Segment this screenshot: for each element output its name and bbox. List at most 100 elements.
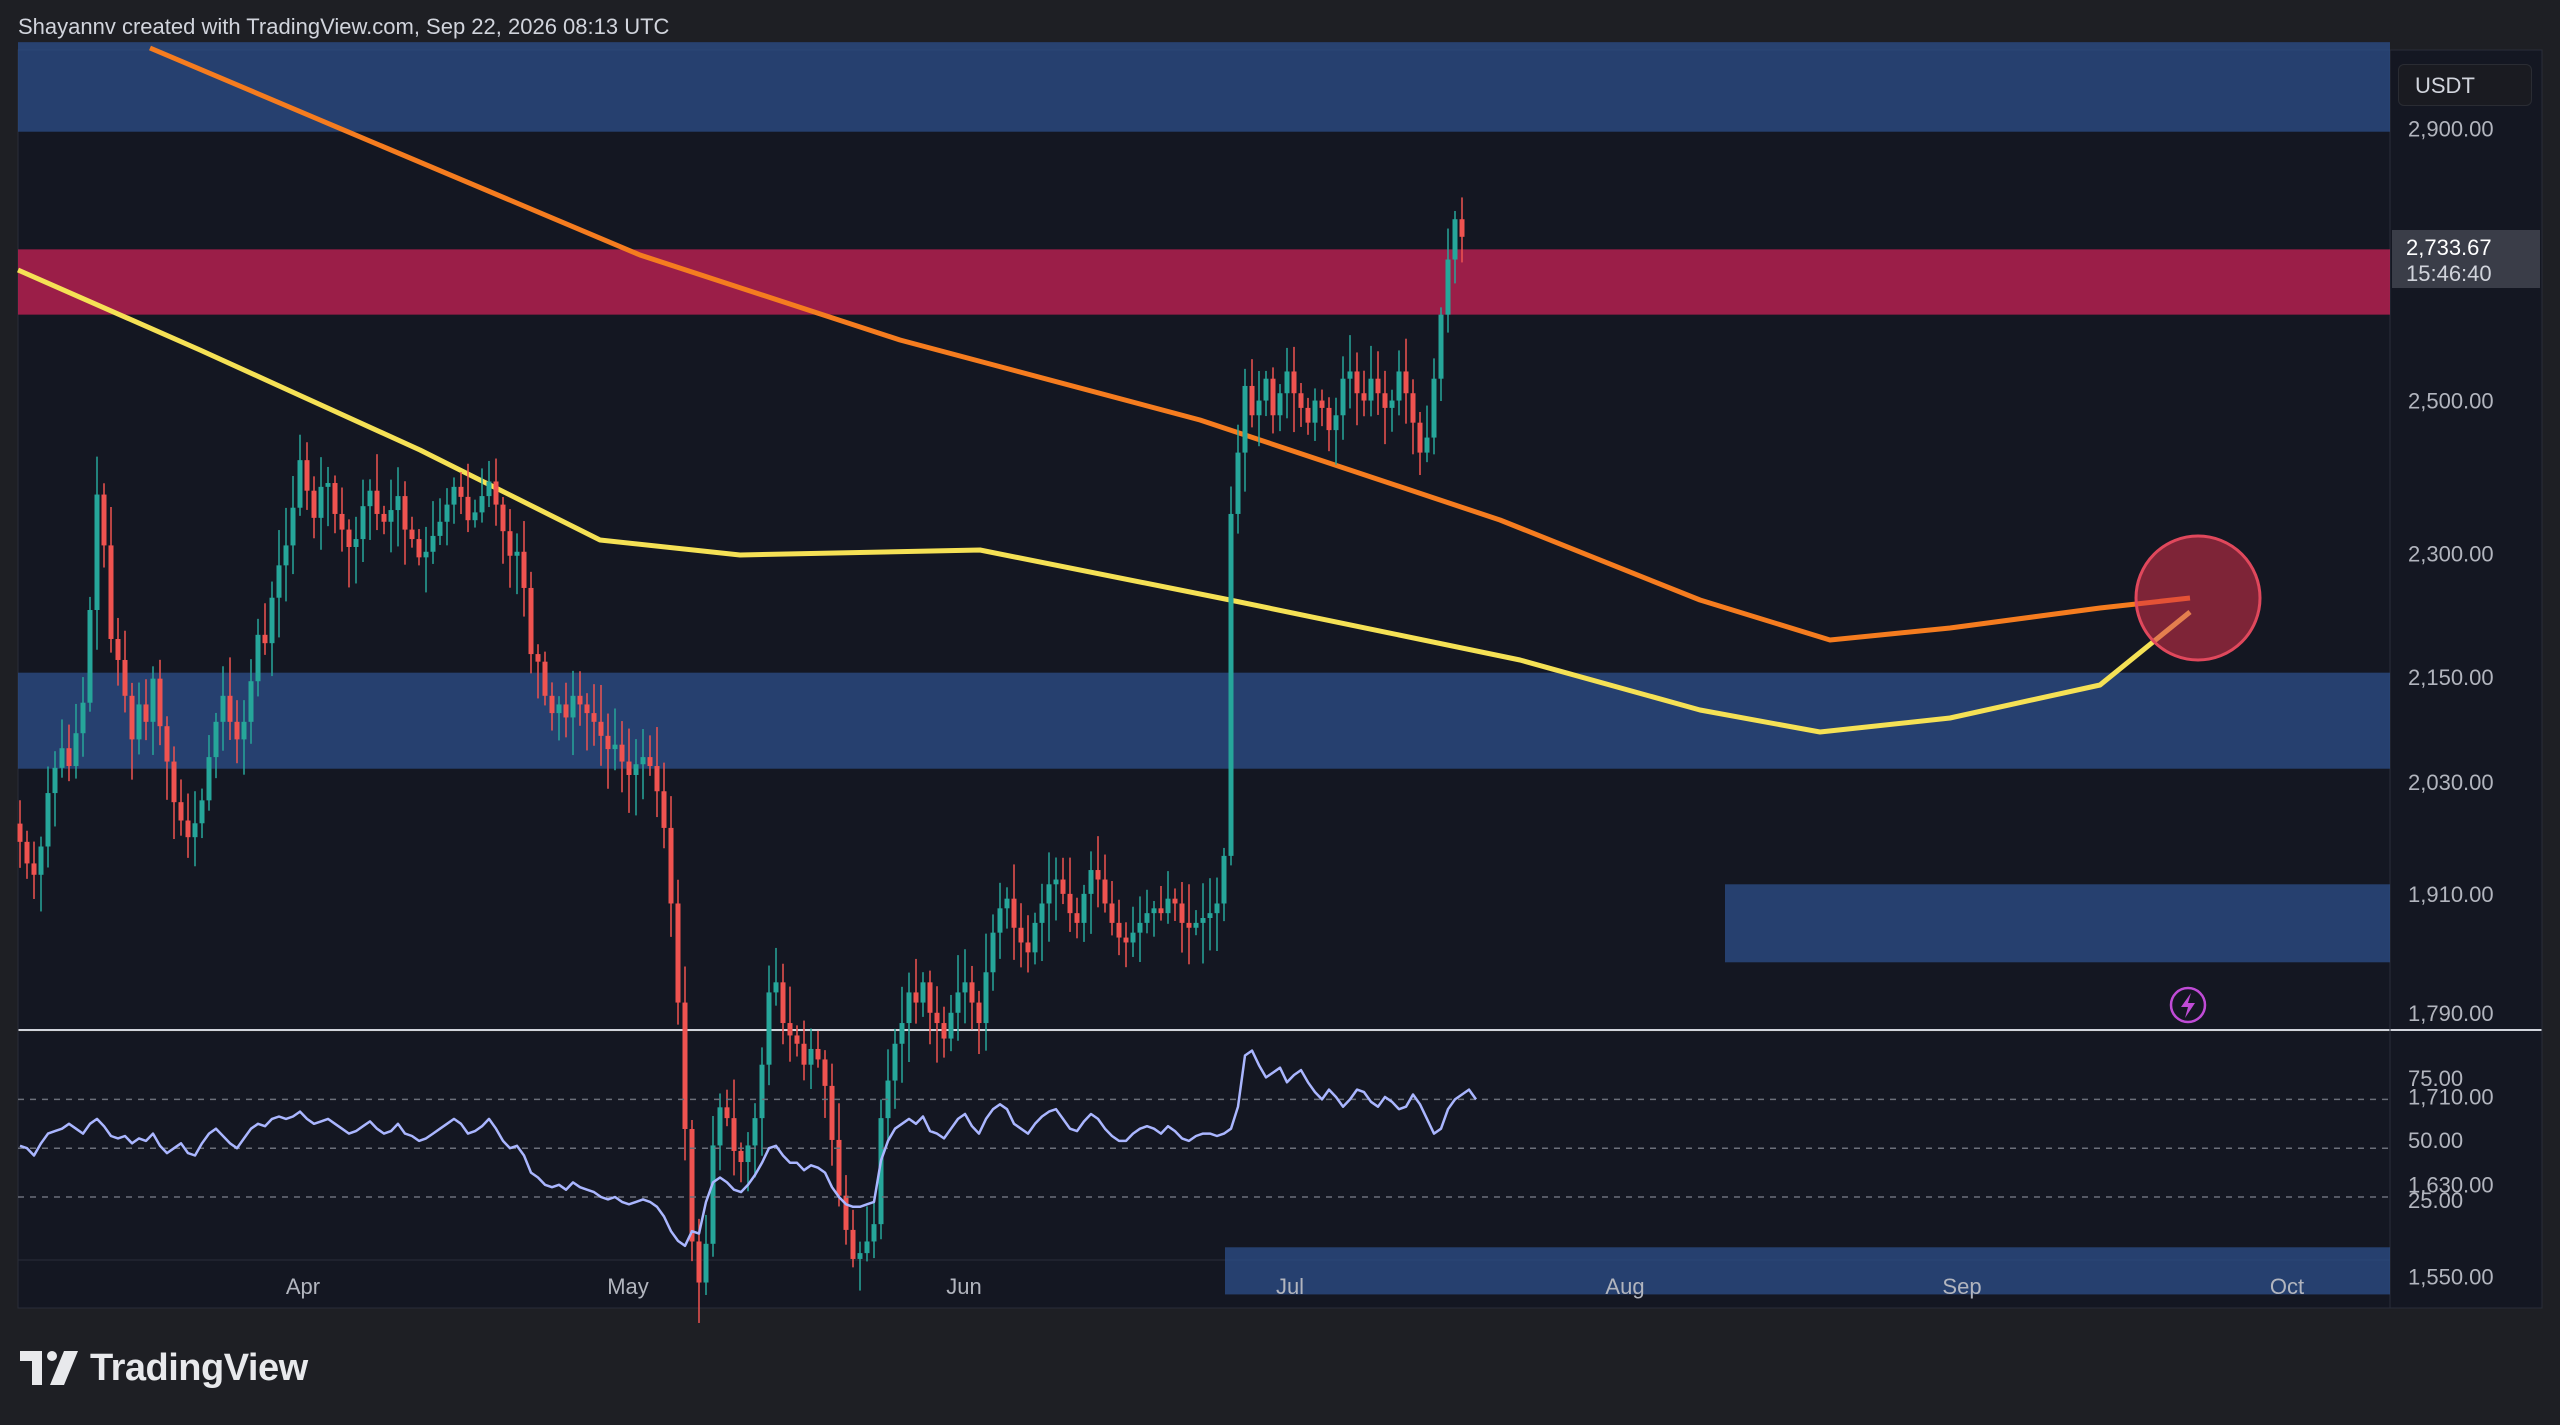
price-axis-tick-label: 1,550.00: [2408, 1265, 2494, 1290]
candle-body: [1165, 898, 1171, 914]
candle-body: [703, 1243, 709, 1283]
candle-body: [1151, 908, 1157, 914]
candle-body: [1081, 893, 1087, 923]
attribution-text: Shayannv created with TradingView.com, S…: [18, 14, 670, 39]
candle-body: [605, 735, 611, 750]
candle-body: [276, 565, 282, 598]
candle-body: [87, 609, 93, 703]
candle-body: [143, 704, 149, 722]
currency-selector[interactable]: USDT: [2398, 64, 2532, 106]
candle-body: [1186, 922, 1192, 928]
candle-body: [843, 1195, 849, 1230]
candle-body: [192, 823, 198, 838]
time-axis-tick-label: Sep: [1942, 1274, 1981, 1299]
time-axis-tick-label: Apr: [286, 1274, 320, 1299]
candle-body: [136, 704, 142, 740]
candle-body: [122, 659, 128, 696]
candle-body: [1277, 393, 1283, 416]
candle-body: [1256, 400, 1262, 416]
candle-body: [1431, 378, 1437, 438]
candle-body: [1389, 400, 1395, 408]
ma-slow-line: [149, 45, 2191, 643]
candle-body: [465, 496, 471, 521]
candle-body: [1382, 393, 1388, 408]
candle-body: [59, 748, 65, 768]
price-axis-tick-label: 1,710.00: [2408, 1085, 2494, 1110]
countdown-label: 15:46:40: [2406, 261, 2492, 286]
candle-body: [1200, 918, 1206, 923]
rsi-line: [19, 1049, 1478, 1248]
candle-body: [654, 766, 660, 792]
candle-body: [185, 820, 191, 838]
candle-body: [808, 1048, 814, 1065]
candle-body: [1263, 378, 1269, 401]
candle-body: [717, 1107, 723, 1146]
price-axis-tick-label: 1,790.00: [2408, 1001, 2494, 1026]
candle-body: [934, 1012, 940, 1024]
candle-body: [367, 490, 373, 507]
candle-body: [1018, 927, 1024, 943]
candle-body: [1284, 371, 1290, 394]
candle-body: [1214, 903, 1220, 914]
candle-body: [1424, 437, 1430, 453]
candle-body: [1025, 942, 1031, 953]
rsi-axis-tick-label: 50.00: [2408, 1128, 2463, 1153]
candle-body: [668, 827, 674, 904]
candle-body: [1417, 422, 1423, 453]
candle-body: [1074, 913, 1080, 923]
tradingview-logo-icon: [20, 1351, 78, 1385]
price-axis-tick-label: 2,150.00: [2408, 665, 2494, 690]
candle-body: [248, 681, 254, 722]
main-pane-background: [18, 50, 2390, 1030]
candle-body: [101, 494, 107, 546]
candle-body: [633, 764, 639, 775]
candle-body: [696, 1241, 702, 1283]
candle-body: [262, 634, 268, 644]
tradingview-logo[interactable]: TradingView: [20, 1346, 308, 1390]
candle-body: [675, 903, 681, 1003]
candle-body: [157, 678, 163, 727]
candle-body: [444, 504, 450, 522]
price-axis-tick-label: 2,500.00: [2408, 389, 2494, 414]
candle-body: [206, 757, 212, 801]
candle-body: [283, 545, 289, 566]
candle-body: [1060, 879, 1066, 894]
candle-body: [661, 791, 667, 828]
candle-body: [227, 695, 233, 722]
candles-layer: [17, 197, 1465, 1323]
candle-body: [451, 486, 457, 505]
candle-body: [682, 1002, 688, 1130]
candle-body: [171, 761, 177, 803]
candle-body: [913, 992, 919, 1003]
candle-body: [458, 486, 464, 497]
candle-body: [927, 982, 933, 1013]
candle-body: [269, 597, 275, 644]
candle-body: [794, 1035, 800, 1044]
candle-body: [857, 1253, 863, 1259]
candle-body: [745, 1145, 751, 1163]
candle-body: [1452, 219, 1458, 260]
candle-body: [1095, 870, 1101, 880]
candle-body: [899, 1023, 905, 1044]
candle-body: [1158, 908, 1164, 914]
candle-body: [108, 545, 114, 639]
candle-body: [150, 678, 156, 722]
candle-body: [1102, 879, 1108, 904]
candle-body: [1179, 903, 1185, 923]
candle-body: [381, 513, 387, 522]
time-axis: Apr May Jun Jul Aug Sep Oct: [286, 1274, 2304, 1299]
candle-body: [577, 695, 583, 705]
rsi-pane-background: [18, 1032, 2390, 1260]
zone-blue-4: [1225, 1247, 2390, 1295]
candle-body: [486, 481, 492, 497]
candle-body: [80, 702, 86, 734]
candle-body: [472, 512, 478, 521]
candle-body: [535, 654, 541, 662]
lightning-icon[interactable]: [2169, 986, 2207, 1024]
candle-body: [52, 767, 58, 794]
candle-body: [1123, 937, 1129, 943]
candle-body: [570, 695, 576, 718]
candle-body: [304, 460, 310, 491]
time-axis-tick-label: Oct: [2270, 1274, 2304, 1299]
